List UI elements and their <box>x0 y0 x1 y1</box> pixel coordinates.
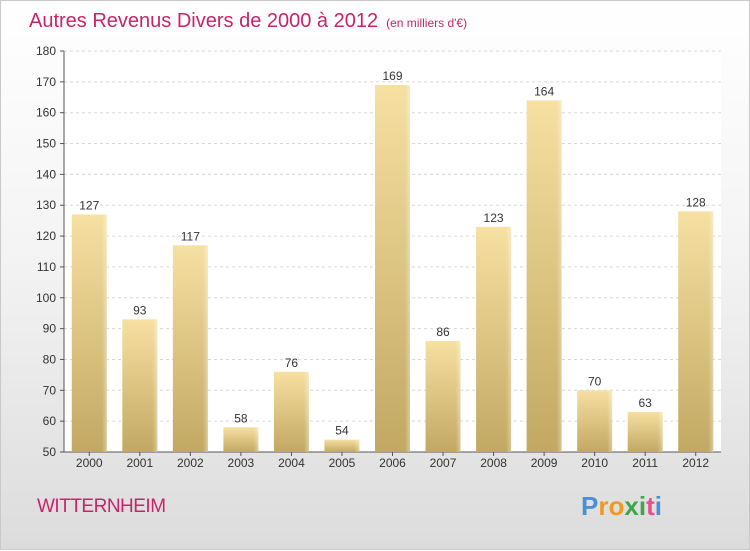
x-tick-label-2005: 2005 <box>329 456 356 470</box>
value-label-2007: 86 <box>436 325 450 339</box>
bar-shine <box>152 319 158 452</box>
chart-title: Autres Revenus Divers de 2000 à 2012 (en … <box>29 10 467 33</box>
chart-title-text: Autres Revenus Divers de 2000 à 2012 <box>29 10 379 32</box>
bar-2004 <box>273 371 309 452</box>
y-tick-label: 70 <box>43 383 57 397</box>
value-label-2005: 54 <box>335 424 349 438</box>
x-tick-label-2008: 2008 <box>480 456 507 470</box>
x-tick-label-2004: 2004 <box>278 456 305 470</box>
bar-2000 <box>71 214 107 452</box>
bar-2007 <box>425 340 461 452</box>
y-tick-label: 60 <box>43 414 57 428</box>
bar-shine <box>354 439 360 452</box>
bars <box>71 84 714 452</box>
logo-letter: x <box>624 491 639 521</box>
x-tick-label-2012: 2012 <box>682 456 709 470</box>
chart-subtitle: (en milliers d'€) <box>386 16 468 30</box>
bar-shine <box>607 390 613 452</box>
logo-letter: P <box>581 491 599 521</box>
y-tick-label: 170 <box>36 75 56 89</box>
value-label-2006: 169 <box>382 69 402 83</box>
bar-shine <box>101 214 107 452</box>
logo-letter: t <box>646 491 655 521</box>
y-tick-label: 150 <box>36 137 56 151</box>
bar-shine <box>303 371 309 452</box>
x-tick-label-2001: 2001 <box>126 456 153 470</box>
labels: 50 60 70 80 90 100 110 120 130 140 150 160 170 180 127… <box>36 44 709 470</box>
value-label-2003: 58 <box>234 411 248 425</box>
value-label-2000: 127 <box>79 198 99 212</box>
y-tick-label: 180 <box>36 44 56 58</box>
y-tick-label: 50 <box>43 445 57 459</box>
y-tick-label: 160 <box>36 106 56 120</box>
x-tick-label-2009: 2009 <box>531 456 558 470</box>
logo-letter: i <box>638 491 647 521</box>
x-tick-label-2007: 2007 <box>430 456 457 470</box>
bar-shine <box>202 245 208 452</box>
y-tick-label: 90 <box>43 322 57 336</box>
y-tick-label: 130 <box>36 198 56 212</box>
value-label-2001: 93 <box>133 303 147 317</box>
bar-2009 <box>526 100 562 452</box>
value-label-2009: 164 <box>534 84 554 98</box>
bar-2003 <box>223 427 259 452</box>
y-tick-label: 80 <box>43 352 57 366</box>
bar-2006 <box>375 84 410 452</box>
value-label-2010: 70 <box>588 374 602 388</box>
x-tick-label-2010: 2010 <box>581 456 608 470</box>
bar-2008 <box>476 226 512 452</box>
bar-shine <box>455 340 461 452</box>
bar-2012 <box>678 211 714 452</box>
value-label-2008: 123 <box>484 211 504 225</box>
x-tick-label-2003: 2003 <box>228 456 255 470</box>
value-label-2011: 63 <box>639 396 653 410</box>
x-tick-label-2006: 2006 <box>379 456 406 470</box>
x-tick-label-2000: 2000 <box>76 456 103 470</box>
x-tick-label-2011: 2011 <box>632 456 658 470</box>
logo-letter: o <box>608 491 625 521</box>
y-tick-label: 120 <box>36 229 56 243</box>
y-tick-label: 140 <box>36 167 56 181</box>
bar-2001 <box>122 319 158 452</box>
value-label-2002: 117 <box>181 229 200 243</box>
logo-letter: i <box>654 491 662 521</box>
proxiti-logo: Proxiti <box>581 491 662 522</box>
bar-2005 <box>324 439 360 452</box>
bar-shine <box>556 100 562 452</box>
bar-shine <box>405 84 410 452</box>
bar-2011 <box>627 411 663 452</box>
place-name: WITTERNHEIM <box>37 496 166 517</box>
bar-shine <box>253 427 259 452</box>
x-tick-label-2002: 2002 <box>177 456 204 470</box>
value-label-2004: 76 <box>285 356 299 370</box>
bar-shine <box>506 226 512 452</box>
y-tick-label: 100 <box>36 291 56 305</box>
bar-shine <box>657 411 663 452</box>
bar-2002 <box>172 245 208 452</box>
bar-shine <box>708 211 714 452</box>
value-label-2012: 128 <box>686 195 706 209</box>
bar-2010 <box>577 390 613 452</box>
y-tick-label: 110 <box>37 260 56 274</box>
logo-letter: r <box>598 491 609 521</box>
